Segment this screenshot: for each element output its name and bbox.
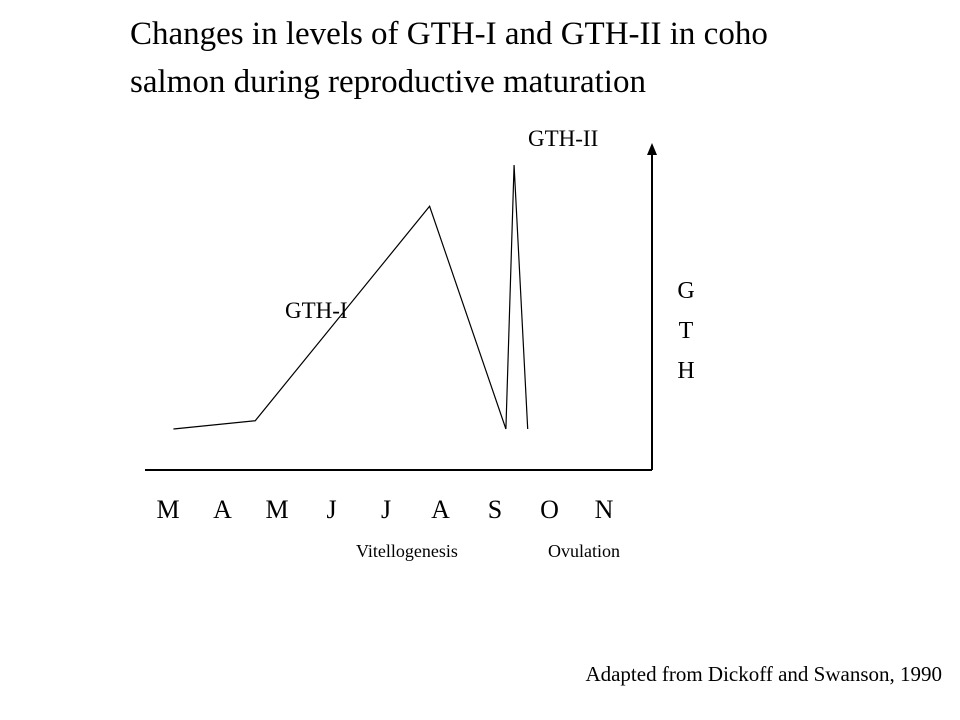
x-tick-label: A [213,495,232,524]
x-tick-label: M [156,495,179,524]
annotation-ovulation: Ovulation [548,541,620,561]
x-tick-label: N [595,495,614,524]
chart-title-line2: salmon during reproductive maturation [130,64,646,100]
x-tick-label: O [540,495,559,524]
x-tick-label: J [381,495,391,524]
chart-title-line1: Changes in levels of GTH-I and GTH-II in… [130,16,768,52]
annotation-vitellogenesis: Vitellogenesis [356,541,458,561]
series-label-gth-ii: GTH-II [528,126,598,151]
y-axis-label-letter-3: H [677,358,694,384]
y-axis-arrowhead [647,143,657,155]
x-tick-label: A [431,495,450,524]
series-layer [173,164,529,430]
source-credit: Adapted from Dickoff and Swanson, 1990 [585,662,942,686]
series-label-gth-i: GTH-I [285,298,348,323]
chart-title: Changes in levels of GTH-I and GTH-II in… [130,10,768,106]
series-line-gth-i [173,205,507,430]
y-axis-label-letter-2: T [679,318,694,344]
series-line-gth-ii [505,164,529,430]
y-axis-label-letter-1: G [677,278,694,304]
x-tick-label: J [326,495,336,524]
x-tick-label: S [488,495,502,524]
x-tick-label: M [265,495,288,524]
